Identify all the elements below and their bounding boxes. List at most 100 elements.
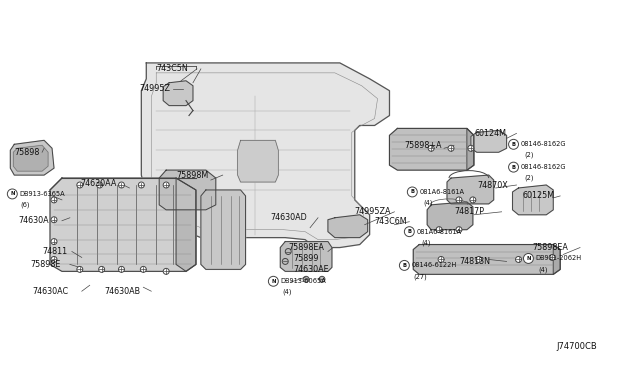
Text: (4): (4): [282, 289, 292, 295]
Text: 743C5N: 743C5N: [156, 64, 188, 73]
Circle shape: [407, 187, 417, 197]
Text: (4): (4): [538, 266, 548, 273]
Text: (4): (4): [421, 239, 431, 246]
Circle shape: [428, 145, 434, 151]
Text: 74870X: 74870X: [478, 180, 509, 189]
Circle shape: [476, 256, 482, 262]
Text: 74813N: 74813N: [459, 257, 490, 266]
Text: 74630AB: 74630AB: [104, 287, 141, 296]
Circle shape: [438, 256, 444, 262]
Circle shape: [319, 276, 325, 282]
Circle shape: [509, 162, 518, 172]
Circle shape: [549, 254, 556, 260]
Circle shape: [163, 182, 169, 188]
Polygon shape: [141, 63, 390, 247]
Circle shape: [97, 182, 102, 188]
Circle shape: [470, 197, 476, 203]
Polygon shape: [390, 128, 474, 170]
Text: 75898EA: 75898EA: [288, 243, 324, 252]
Text: (2): (2): [524, 175, 534, 181]
Text: N: N: [271, 279, 276, 284]
Circle shape: [268, 276, 278, 286]
Circle shape: [524, 253, 533, 263]
Text: (6): (6): [20, 202, 29, 208]
Circle shape: [77, 266, 83, 272]
Text: 74811: 74811: [42, 247, 67, 256]
Circle shape: [118, 182, 124, 188]
Circle shape: [456, 227, 462, 232]
Circle shape: [51, 256, 57, 262]
Text: DB913-6365A: DB913-6365A: [19, 191, 65, 197]
Polygon shape: [159, 170, 216, 210]
Text: 75898+A: 75898+A: [404, 141, 442, 150]
Circle shape: [7, 189, 17, 199]
Circle shape: [51, 238, 57, 244]
Circle shape: [163, 268, 169, 274]
Text: 75898EA: 75898EA: [532, 243, 568, 252]
Text: B: B: [403, 263, 406, 268]
Text: N: N: [10, 192, 15, 196]
Text: 60124M: 60124M: [475, 129, 507, 138]
Text: 75899: 75899: [293, 254, 319, 263]
Text: 75898M: 75898M: [176, 171, 209, 180]
Polygon shape: [176, 178, 196, 271]
Polygon shape: [447, 175, 493, 204]
Circle shape: [468, 145, 474, 151]
Polygon shape: [553, 244, 560, 274]
Text: 08146-6122H: 08146-6122H: [412, 262, 456, 269]
Text: 75898E: 75898E: [30, 260, 61, 269]
Circle shape: [51, 197, 57, 203]
Circle shape: [140, 266, 147, 272]
Text: 74630AD: 74630AD: [270, 213, 307, 222]
Text: 08146-8162G: 08146-8162G: [520, 141, 566, 147]
Text: DB913-6065A: DB913-6065A: [280, 278, 326, 284]
Text: B: B: [407, 229, 412, 234]
Polygon shape: [237, 140, 278, 182]
Circle shape: [456, 197, 462, 203]
Text: N: N: [526, 256, 531, 261]
Circle shape: [436, 227, 442, 232]
Text: 60125M: 60125M: [522, 192, 555, 201]
Text: 74630AE: 74630AE: [293, 265, 329, 274]
Text: (2): (2): [524, 152, 534, 158]
Circle shape: [404, 227, 414, 237]
Circle shape: [303, 276, 309, 282]
Text: 74630A: 74630A: [19, 216, 49, 225]
Text: 74995ZA: 74995ZA: [355, 207, 391, 216]
Text: DB911-2062H: DB911-2062H: [536, 256, 582, 262]
Circle shape: [516, 256, 522, 262]
Text: 74630AA: 74630AA: [81, 179, 117, 187]
Circle shape: [51, 217, 57, 223]
Polygon shape: [513, 185, 553, 215]
Circle shape: [138, 182, 145, 188]
Text: B: B: [511, 165, 516, 170]
Circle shape: [118, 266, 124, 272]
Text: 743C6M: 743C6M: [374, 217, 407, 226]
Text: B: B: [410, 189, 414, 195]
Text: 74630AC: 74630AC: [32, 287, 68, 296]
Polygon shape: [10, 140, 54, 175]
Polygon shape: [50, 178, 196, 271]
Text: (27): (27): [413, 273, 427, 280]
Text: B: B: [511, 142, 516, 147]
Polygon shape: [413, 244, 560, 274]
Circle shape: [509, 140, 518, 149]
Circle shape: [285, 248, 291, 254]
Text: 08146-8162G: 08146-8162G: [520, 164, 566, 170]
Circle shape: [99, 266, 104, 272]
Polygon shape: [467, 128, 474, 170]
Polygon shape: [280, 241, 332, 271]
Circle shape: [282, 259, 288, 264]
Polygon shape: [427, 202, 473, 230]
Text: 74995Z: 74995Z: [140, 84, 170, 93]
Polygon shape: [13, 145, 48, 171]
Text: J74700CB: J74700CB: [556, 342, 597, 351]
Polygon shape: [328, 215, 367, 238]
Polygon shape: [471, 131, 507, 152]
Circle shape: [77, 182, 83, 188]
Text: 081A6-8161A: 081A6-8161A: [419, 189, 464, 195]
Circle shape: [448, 145, 454, 151]
Text: (4): (4): [423, 200, 433, 206]
Polygon shape: [163, 81, 193, 106]
Circle shape: [399, 260, 410, 270]
